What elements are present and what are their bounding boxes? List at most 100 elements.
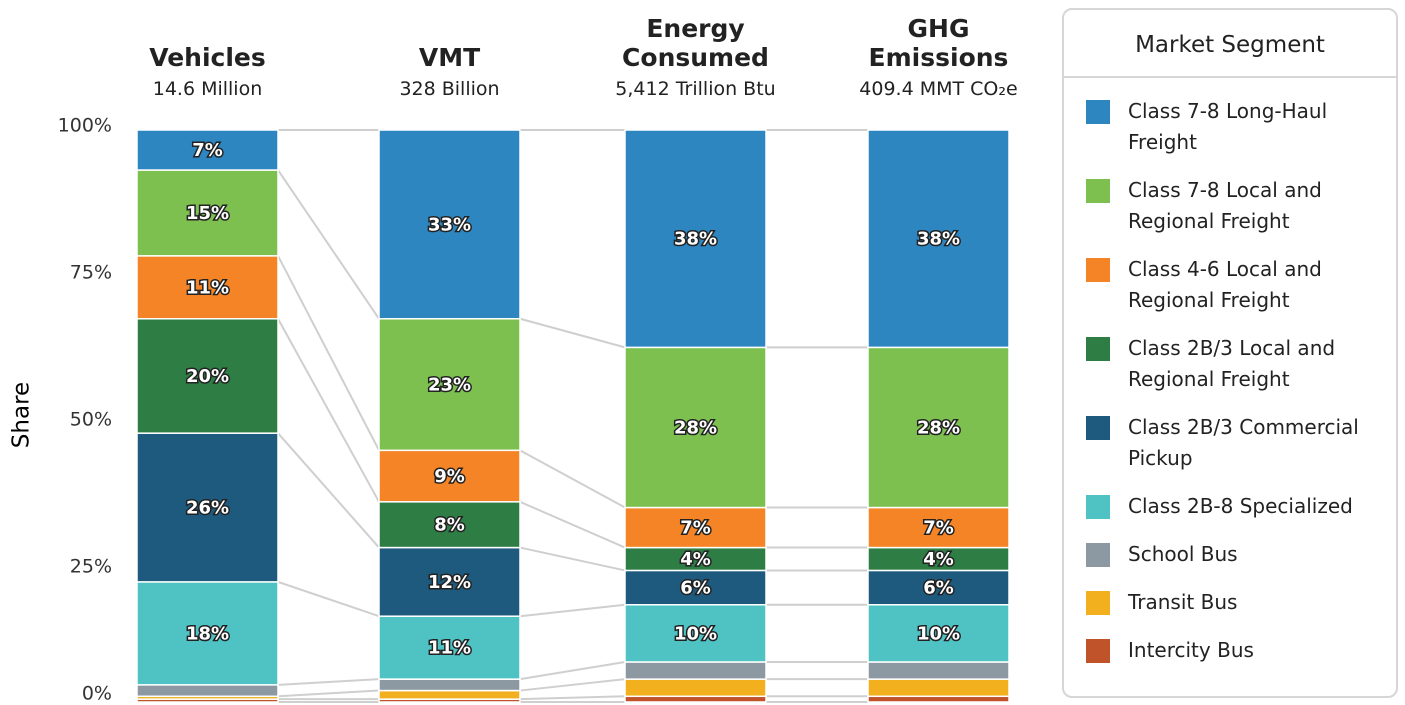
connector: [277, 689, 380, 698]
column-header: GHG Emissions 409.4 MMT CO₂e: [839, 14, 1039, 100]
legend-swatch: [1086, 543, 1110, 567]
data-label: 10%: [674, 623, 717, 644]
bar-segment: [624, 604, 767, 663]
bar-segment: [624, 678, 767, 698]
legend-label: Class 4-6 Local and Regional Freight: [1128, 257, 1322, 312]
connector: [277, 318, 380, 503]
legend-label: Class 2B-8 Specialized: [1128, 494, 1353, 518]
connector: [519, 603, 626, 618]
legend-swatch: [1086, 495, 1110, 519]
bar-segment: [378, 689, 521, 700]
y-tick-label: 25%: [70, 556, 112, 578]
legend-item: Class 7-8 Long-Haul Freight: [1086, 96, 1386, 158]
y-tick-label: 50%: [70, 409, 112, 431]
y-axis-label: Share: [9, 382, 35, 448]
connector: [277, 169, 380, 320]
bar-segment: [624, 695, 767, 703]
bar-segment: [136, 255, 279, 320]
legend-swatch: [1086, 258, 1110, 282]
data-label: 23%: [428, 375, 471, 396]
category-label: Energy Consumed: [622, 14, 769, 72]
data-label: 6%: [923, 578, 954, 599]
category-label: Vehicles: [149, 43, 266, 72]
y-tick-label: 100%: [58, 115, 112, 137]
connector: [519, 449, 626, 509]
data-label: 28%: [674, 417, 717, 438]
bar-segment: [624, 661, 767, 680]
category-subtitle: 14.6 Million: [152, 78, 263, 100]
bar-segment: [378, 449, 521, 503]
data-label: 4%: [680, 549, 711, 570]
data-label: 7%: [680, 518, 711, 539]
bar-segment: [378, 129, 521, 320]
bar-segment: [624, 346, 767, 509]
bar-segment: [378, 546, 521, 617]
data-label: 18%: [186, 623, 229, 644]
bar-segment: [867, 506, 1010, 549]
bar-segment: [136, 684, 279, 698]
connector: [277, 432, 380, 549]
legend-swatch: [1086, 416, 1110, 440]
bar-segment: [136, 129, 279, 171]
legend-item: Class 2B/3 Local and Regional Freight: [1086, 333, 1386, 395]
connector: [519, 678, 626, 692]
connector: [519, 546, 626, 572]
bar-segment: [867, 569, 1010, 606]
data-label: 38%: [674, 229, 717, 250]
bar-segment: [867, 129, 1010, 349]
category-subtitle: 409.4 MMT CO₂e: [859, 78, 1018, 100]
data-label: 9%: [434, 466, 465, 487]
bar-segment: [867, 346, 1010, 509]
bar-segment: [378, 678, 521, 692]
bar-segment: [624, 129, 767, 349]
data-label: 11%: [186, 277, 229, 298]
connectors: [277, 129, 868, 703]
legend-item: Class 4-6 Local and Regional Freight: [1086, 254, 1386, 316]
bar-segment: [867, 695, 1010, 703]
legend-item: Class 7-8 Local and Regional Freight: [1086, 175, 1386, 237]
legend-items: Class 7-8 Long-Haul Freight Class 7-8 Loc…: [1064, 78, 1396, 666]
connector: [277, 678, 380, 686]
legend-item: Intercity Bus: [1086, 635, 1386, 666]
legend-label: Class 7-8 Local and Regional Freight: [1128, 178, 1322, 233]
bar-segment: [136, 169, 279, 257]
bar-segment: [378, 501, 521, 549]
legend: Market Segment Class 7-8 Long-Haul Freig…: [1062, 8, 1398, 698]
connector: [277, 255, 380, 451]
bar-segment: [867, 661, 1010, 680]
legend-label: Class 7-8 Long-Haul Freight: [1128, 99, 1328, 154]
data-label: 6%: [680, 578, 711, 599]
data-label: 28%: [917, 417, 960, 438]
data-label: 26%: [186, 498, 229, 519]
category-label: VMT: [418, 43, 481, 72]
bar-segment: [136, 581, 279, 686]
y-tick-label: 75%: [70, 262, 112, 284]
category-subtitle: 328 Billion: [399, 78, 500, 100]
column-header: VMT 328 Billion: [350, 14, 550, 100]
legend-swatch: [1086, 639, 1110, 663]
bar-segment: [867, 678, 1010, 698]
legend-title: Market Segment: [1064, 10, 1396, 78]
data-label: 11%: [428, 638, 471, 659]
legend-label: Class 2B/3 Local and Regional Freight: [1128, 336, 1336, 391]
legend-label: Class 2B/3 Commercial Pickup: [1128, 415, 1359, 470]
data-label: 7%: [923, 518, 954, 539]
data-label: 4%: [923, 549, 954, 570]
legend-swatch: [1086, 591, 1110, 615]
data-label: 33%: [428, 214, 471, 235]
connector: [519, 660, 626, 681]
legend-item: Class 2B/3 Commercial Pickup: [1086, 412, 1386, 474]
legend-swatch: [1086, 179, 1110, 203]
legend-label: School Bus: [1128, 542, 1238, 566]
bar-segment: [624, 569, 767, 606]
data-label: 7%: [192, 140, 223, 161]
connector: [519, 695, 626, 701]
connector: [519, 317, 626, 349]
legend-swatch: [1086, 337, 1110, 361]
data-label: 38%: [917, 229, 960, 250]
legend-item: School Bus: [1086, 539, 1386, 570]
column-header: Vehicles 14.6 Million: [108, 14, 308, 100]
data-label: 12%: [428, 572, 471, 593]
y-tick-label: 0%: [82, 683, 112, 705]
